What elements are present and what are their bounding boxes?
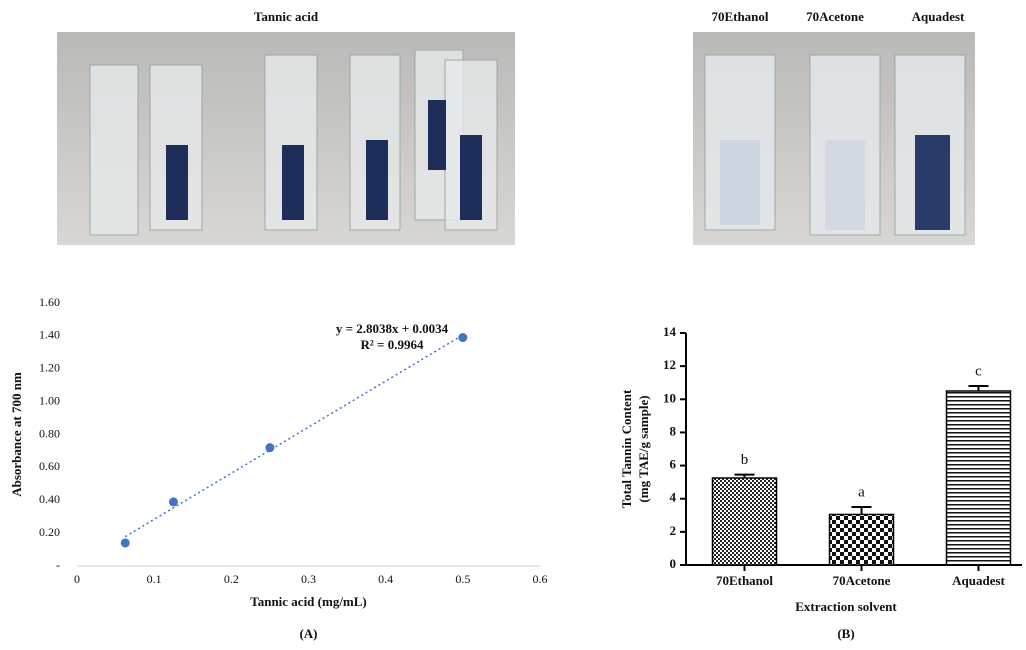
- significance-letter: a: [858, 484, 865, 500]
- photo-left: [57, 32, 515, 245]
- y-tick-label: 0.40: [39, 492, 60, 506]
- point: [265, 443, 275, 453]
- y-tick-label: 8: [670, 423, 677, 438]
- equation: y = 2.8038x + 0.0034: [336, 321, 449, 336]
- equation: R² = 0.9964: [361, 337, 424, 352]
- significance-letter: c: [975, 363, 982, 379]
- x-tick-label: 0.1: [147, 572, 162, 586]
- y-tick-label: 2: [670, 523, 677, 538]
- y-tick-label: 1.60: [39, 295, 60, 309]
- x-tick-label: 0.3: [301, 572, 316, 586]
- y-axis-title: Absorbance at 700 nm: [9, 372, 24, 497]
- y-tick-label: 10: [663, 390, 676, 405]
- y-tick-label: -: [56, 558, 60, 572]
- y-axis-title: Total Tannin Content: [619, 389, 634, 508]
- photo-title: 70Acetone: [806, 9, 864, 24]
- point: [458, 333, 468, 343]
- x-tick-label: 0.5: [455, 572, 470, 586]
- y-tick-label: 1.20: [39, 361, 60, 375]
- x-tick-label: 0.6: [533, 572, 548, 586]
- y-tick-label: 4: [670, 490, 677, 505]
- point: [168, 497, 178, 507]
- significance-letter: b: [741, 452, 749, 468]
- bar: [828, 513, 895, 566]
- panel-label: (B): [837, 626, 854, 641]
- bar: [711, 477, 778, 566]
- y-tick-label: 0.80: [39, 426, 60, 440]
- photo-title: Aquadest: [912, 9, 965, 24]
- photo-title: 70Ethanol: [711, 9, 768, 24]
- x-tick-label: Aquadest: [952, 573, 1005, 588]
- panel-label: (A): [299, 626, 317, 641]
- bar: [945, 390, 1012, 566]
- x-tick-label: 70Ethanol: [716, 573, 773, 588]
- point: [120, 538, 130, 548]
- x-axis-title: Extraction solvent: [795, 599, 897, 614]
- x-tick-label: 70Acetone: [833, 573, 891, 588]
- x-tick-label: 0: [74, 572, 80, 586]
- y-tick-label: 0.20: [39, 525, 60, 539]
- y-axis-title: (mg TAE/g sample): [636, 395, 651, 502]
- x-tick-label: 0.2: [224, 572, 239, 586]
- y-tick-label: 1.40: [39, 328, 60, 342]
- y-tick-label: 14: [663, 324, 677, 339]
- y-tick-label: 6: [670, 457, 677, 472]
- y-tick-label: 1.00: [39, 393, 60, 407]
- photo-title: Tannic acid: [254, 9, 319, 24]
- trendline: [124, 334, 464, 538]
- x-tick-label: 0.4: [378, 572, 393, 586]
- y-tick-label: 0.60: [39, 459, 60, 473]
- x-axis-title: Tannic acid (mg/mL): [250, 594, 367, 609]
- photo-right: [693, 32, 975, 245]
- y-tick-label: 12: [663, 357, 676, 372]
- y-tick-label: 0: [670, 556, 677, 571]
